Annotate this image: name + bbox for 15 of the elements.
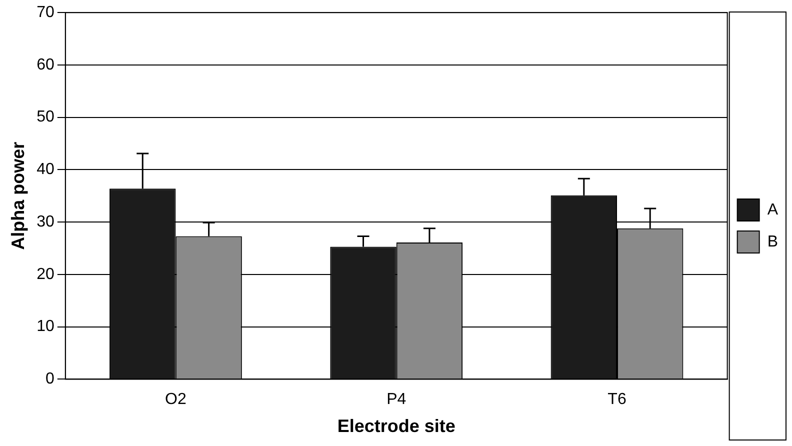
x-axis-title: Electrode site [337,416,456,436]
y-tick-label: 50 [36,108,54,126]
legend-label: A [767,201,778,218]
x-tick-label: T6 [608,391,626,408]
y-tick-label: 40 [36,161,54,178]
y-axis-title: Alpha power [8,142,28,250]
y-tick-label: 10 [36,318,54,336]
x-tick-label: O2 [165,391,186,408]
y-tick-label: 30 [36,213,54,230]
legend-label: B [767,233,778,250]
y-tick-label: 70 [36,4,54,22]
y-tick-label: 60 [36,56,54,74]
y-tick-label: 0 [45,370,54,388]
x-tick-label: P4 [386,391,406,408]
y-tick-label: 20 [36,266,54,283]
